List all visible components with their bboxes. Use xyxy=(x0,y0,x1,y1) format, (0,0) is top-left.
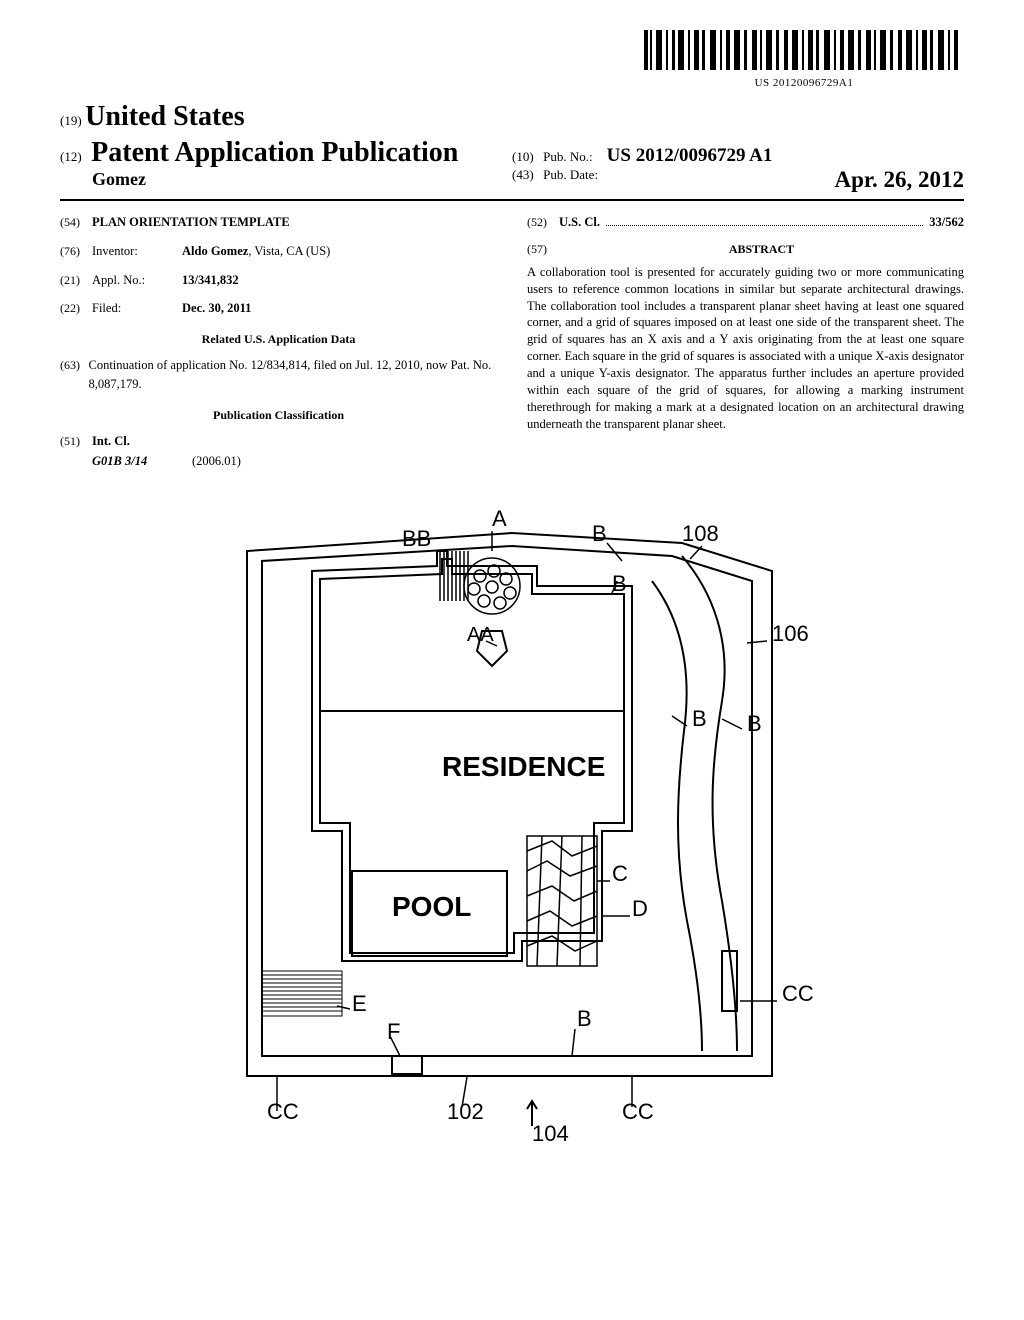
pubno-label: Pub. No.: xyxy=(543,149,592,164)
figure-label-B_bottom: B xyxy=(577,1006,592,1031)
pub-date: Apr. 26, 2012 xyxy=(835,167,965,193)
filed-prefix: (22) xyxy=(60,299,92,318)
dotted-leader xyxy=(606,225,923,226)
left-column: (54) PLAN ORIENTATION TEMPLATE (76) Inve… xyxy=(60,213,497,471)
figure-label-F: F xyxy=(387,1019,400,1044)
inventor-prefix: (76) xyxy=(60,242,92,261)
intcl-code: G01B 3/14 xyxy=(92,452,192,471)
applno-prefix: (21) xyxy=(60,271,92,290)
figure-label-D: D xyxy=(632,896,648,921)
header-rule xyxy=(60,199,964,201)
pub-number: US 2012/0096729 A1 xyxy=(607,145,773,166)
pub-type: Patent Application Publication xyxy=(91,137,458,168)
abstract-prefix: (57) xyxy=(527,240,559,258)
figure-label-n108: 108 xyxy=(682,521,719,546)
figure-label-n102: 102 xyxy=(447,1099,484,1124)
figure-label-CC_mid: CC xyxy=(622,1099,654,1124)
inventor-label: Inventor: xyxy=(92,242,182,261)
pubdate-prefix: (43) xyxy=(512,167,534,182)
appl-number: 13/341,832 xyxy=(182,271,239,290)
filed-label: Filed: xyxy=(92,299,182,318)
figure-label-B_right2: B xyxy=(747,711,762,736)
inventor-location: , Vista, CA (US) xyxy=(248,244,330,258)
applno-label: Appl. No.: xyxy=(92,271,182,290)
figure-label-B_right1: B xyxy=(692,706,707,731)
intcl-label: Int. Cl. xyxy=(92,432,130,451)
pubdate-label: Pub. Date: xyxy=(543,167,598,182)
pub-prefix: (12) xyxy=(60,149,82,164)
title-prefix: (54) xyxy=(60,213,92,232)
uscl-value: 33/562 xyxy=(929,213,964,232)
biblio-columns: (54) PLAN ORIENTATION TEMPLATE (76) Inve… xyxy=(60,213,964,471)
right-column: (52) U.S. Cl. 33/562 (57) ABSTRACT A col… xyxy=(527,213,964,471)
figure-label-RESIDENCE: RESIDENCE xyxy=(442,751,605,782)
header: (19) United States (12) Patent Applicati… xyxy=(60,101,964,201)
pubclass-heading: Publication Classification xyxy=(60,406,497,424)
figure-label-n104: 104 xyxy=(532,1121,569,1146)
figure-label-B_top2: B xyxy=(612,571,627,596)
related-heading: Related U.S. Application Data xyxy=(60,330,497,348)
figure-label-CC_left: CC xyxy=(267,1099,299,1124)
invention-title: PLAN ORIENTATION TEMPLATE xyxy=(92,213,290,232)
uscl-prefix: (52) xyxy=(527,213,559,231)
barcode-text: US 20120096729A1 xyxy=(644,77,964,89)
figure-label-C: C xyxy=(612,861,628,886)
figure-region: ABBAABBBBBCDEFCCCCCC108106102104RESIDENC… xyxy=(60,501,964,1156)
patent-figure: ABBAABBBBBCDEFCCCCCC108106102104RESIDENC… xyxy=(192,501,832,1151)
barcode-icon: US 20120096729A1 xyxy=(644,30,964,89)
cont-prefix: (63) xyxy=(60,356,88,394)
figure-label-BB: BB xyxy=(402,526,431,551)
country-name: United States xyxy=(85,101,244,132)
figure-label-E: E xyxy=(352,991,367,1016)
continuation-text: Continuation of application No. 12/834,8… xyxy=(88,356,497,394)
inventor-name: Aldo Gomez xyxy=(182,244,248,258)
abstract-heading: ABSTRACT xyxy=(559,240,964,258)
figure-label-n106: 106 xyxy=(772,621,809,646)
figure-label-B_top: B xyxy=(592,521,607,546)
figure-label-CC_right: CC xyxy=(782,981,814,1006)
figure-label-A: A xyxy=(492,506,507,531)
pubno-prefix: (10) xyxy=(512,149,534,164)
intcl-date: (2006.01) xyxy=(192,452,241,471)
author-name: Gomez xyxy=(92,169,512,190)
filed-date: Dec. 30, 2011 xyxy=(182,299,251,318)
abstract-body: A collaboration tool is presented for ac… xyxy=(527,264,964,433)
country-prefix: (19) xyxy=(60,113,82,128)
figure-label-POOL: POOL xyxy=(392,891,471,922)
intcl-prefix: (51) xyxy=(60,432,92,451)
barcode-region: US 20120096729A1 xyxy=(60,30,964,91)
figure-label-AA: AA xyxy=(467,624,494,646)
uscl-label: U.S. Cl. xyxy=(559,213,600,232)
